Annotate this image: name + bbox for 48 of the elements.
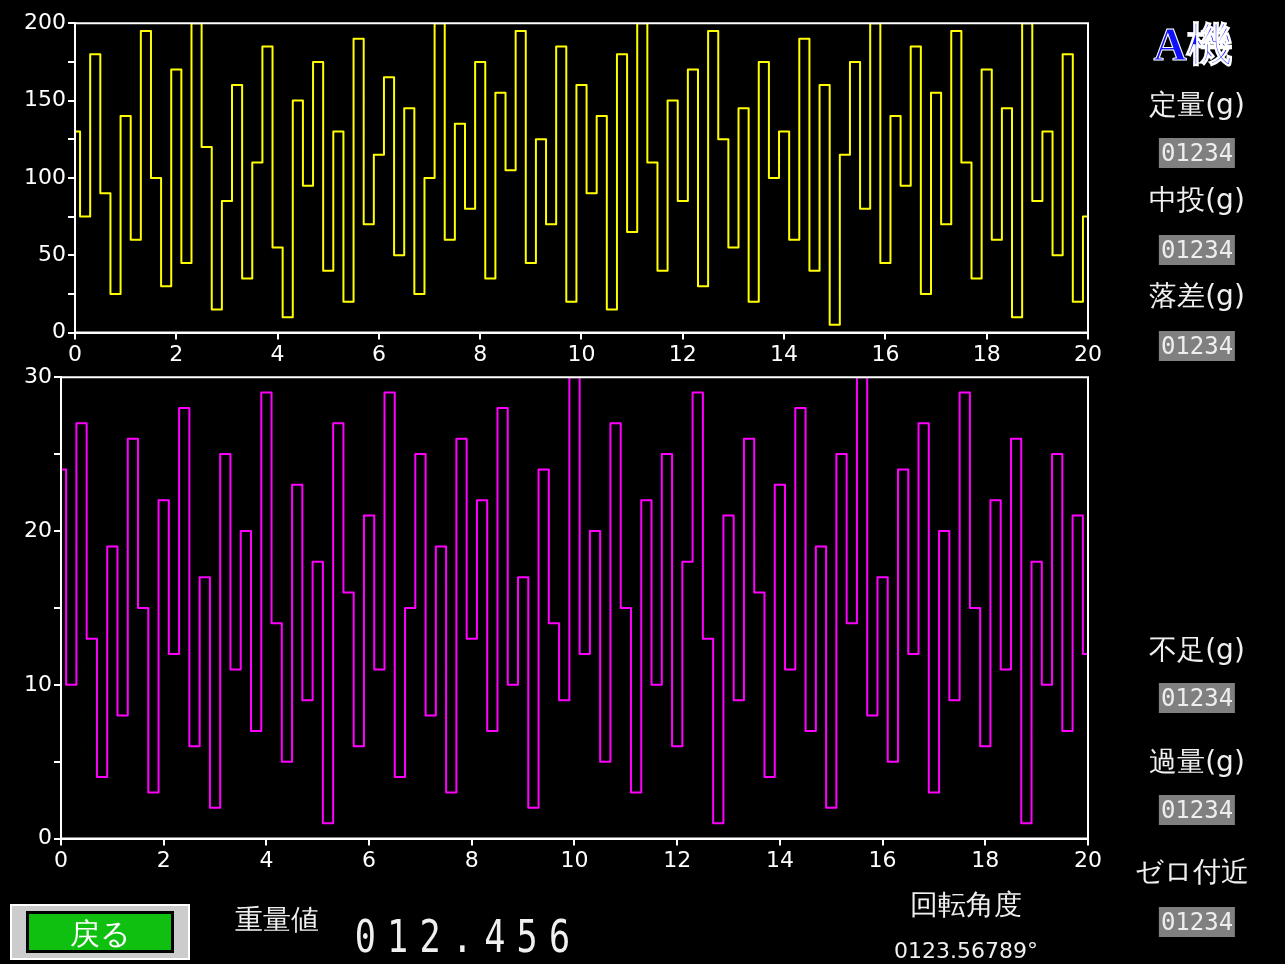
y-tick-label: 10 bbox=[23, 670, 52, 696]
y-tick-label: 200 bbox=[23, 8, 66, 34]
x-tick-label: 18 bbox=[972, 340, 1001, 366]
text: 中投(g) bbox=[1149, 182, 1245, 218]
x-tick-label: 16 bbox=[871, 340, 900, 366]
y-tick-label: 30 bbox=[23, 362, 52, 388]
text: 重量値 bbox=[235, 902, 319, 938]
text: 回転角度 bbox=[910, 887, 1022, 923]
x-tick-label: 2 bbox=[156, 846, 171, 872]
x-tick-label: 8 bbox=[464, 846, 479, 872]
text: 01234 bbox=[1158, 683, 1236, 713]
x-tick-label: 12 bbox=[663, 846, 692, 872]
text: 01234 bbox=[1158, 795, 1236, 825]
y-tick-label: 50 bbox=[37, 240, 66, 266]
y-tick-label: 150 bbox=[23, 86, 66, 112]
text: 012.456 bbox=[354, 910, 582, 962]
x-tick-label: 2 bbox=[169, 340, 184, 366]
x-tick-label: 14 bbox=[770, 340, 799, 366]
x-tick-label: 4 bbox=[270, 340, 285, 366]
text: 定量(g) bbox=[1149, 87, 1245, 123]
text: ゼロ付近 bbox=[1135, 854, 1249, 890]
x-tick-label: 16 bbox=[868, 846, 897, 872]
x-tick-label: 20 bbox=[1074, 846, 1102, 872]
text: 過量(g) bbox=[1149, 744, 1245, 780]
text: 01234 bbox=[1158, 138, 1236, 168]
text: 01234 bbox=[1158, 331, 1236, 361]
x-tick-label: 4 bbox=[259, 846, 274, 872]
x-tick-label: 10 bbox=[567, 340, 596, 366]
x-tick-label: 10 bbox=[560, 846, 589, 872]
x-tick-label: 6 bbox=[371, 340, 386, 366]
y-tick-label: 0 bbox=[37, 824, 52, 850]
text: 落差(g) bbox=[1149, 278, 1245, 314]
x-tick-label: 12 bbox=[668, 340, 697, 366]
text: 01234 bbox=[1158, 907, 1236, 937]
y-tick-label: 20 bbox=[23, 516, 52, 542]
y-tick-label: 0 bbox=[51, 318, 66, 344]
x-tick-label: 6 bbox=[362, 846, 377, 872]
text: 戻る bbox=[26, 911, 174, 953]
x-tick-label: 18 bbox=[971, 846, 1000, 872]
y-tick-label: 100 bbox=[23, 163, 66, 189]
x-tick-label: 0 bbox=[67, 340, 82, 366]
x-tick-label: 8 bbox=[473, 340, 488, 366]
text: 0123.56789° bbox=[894, 937, 1038, 963]
text: A機 bbox=[1153, 18, 1233, 72]
x-tick-label: 14 bbox=[765, 846, 794, 872]
text: 不足(g) bbox=[1149, 632, 1245, 668]
text: 01234 bbox=[1158, 235, 1236, 265]
x-tick-label: 20 bbox=[1074, 340, 1102, 366]
